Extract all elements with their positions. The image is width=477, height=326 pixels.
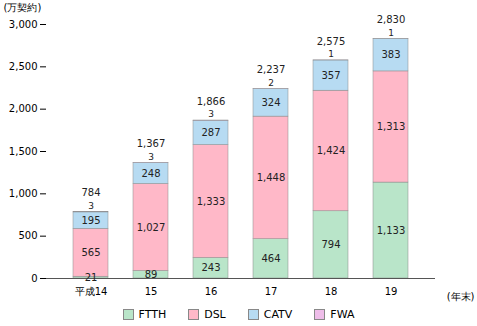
svg-text:357: 357 bbox=[321, 70, 340, 81]
svg-text:3: 3 bbox=[88, 201, 94, 211]
svg-text:794: 794 bbox=[321, 239, 340, 250]
html-text:FWA: FWA bbox=[330, 307, 355, 321]
svg-text:(年末): (年末) bbox=[447, 291, 475, 302]
svg-text:1,424: 1,424 bbox=[317, 145, 346, 156]
svg-text:1,367: 1,367 bbox=[137, 138, 166, 149]
svg-text:1,500: 1,500 bbox=[9, 146, 38, 157]
svg-text:464: 464 bbox=[261, 253, 280, 264]
svg-text:243: 243 bbox=[201, 262, 220, 273]
svg-text:1,313: 1,313 bbox=[377, 121, 406, 132]
svg-text:500: 500 bbox=[18, 230, 37, 241]
svg-text:3: 3 bbox=[208, 109, 214, 119]
svg-text:15: 15 bbox=[145, 286, 158, 297]
svg-text:16: 16 bbox=[205, 286, 218, 297]
svg-text:17: 17 bbox=[265, 286, 278, 297]
html-text:FTTH: FTTH bbox=[138, 307, 167, 321]
html-text:DSL: DSL bbox=[204, 307, 226, 321]
svg-text:565: 565 bbox=[81, 247, 100, 258]
svg-text:195: 195 bbox=[81, 215, 100, 226]
svg-text:(万契約): (万契約) bbox=[4, 2, 42, 13]
svg-text:2,000: 2,000 bbox=[9, 103, 38, 114]
svg-text:2,830: 2,830 bbox=[377, 14, 406, 25]
svg-text:1,133: 1,133 bbox=[377, 225, 406, 236]
svg-text:1: 1 bbox=[388, 28, 394, 38]
svg-text:2,575: 2,575 bbox=[317, 36, 346, 47]
svg-text:1,000: 1,000 bbox=[9, 188, 38, 199]
svg-text:1,027: 1,027 bbox=[137, 222, 166, 233]
svg-text:1,333: 1,333 bbox=[197, 196, 226, 207]
svg-text:784: 784 bbox=[81, 187, 100, 198]
svg-text:1,448: 1,448 bbox=[257, 172, 286, 183]
svg-text:0: 0 bbox=[31, 273, 37, 284]
svg-text:248: 248 bbox=[141, 168, 160, 179]
svg-text:1,866: 1,866 bbox=[197, 96, 226, 107]
svg-text:21: 21 bbox=[85, 272, 98, 283]
svg-text:2: 2 bbox=[268, 78, 274, 88]
html-text:CATV: CATV bbox=[263, 307, 293, 321]
svg-text:287: 287 bbox=[201, 127, 220, 138]
svg-text:1: 1 bbox=[328, 49, 334, 59]
svg-text:3: 3 bbox=[148, 152, 154, 162]
svg-text:3,000: 3,000 bbox=[9, 19, 38, 30]
svg-text:324: 324 bbox=[261, 97, 280, 108]
svg-text:19: 19 bbox=[385, 286, 398, 297]
svg-text:2,237: 2,237 bbox=[257, 64, 286, 75]
svg-text:平成14: 平成14 bbox=[75, 286, 108, 297]
svg-text:2,500: 2,500 bbox=[9, 61, 38, 72]
svg-text:383: 383 bbox=[381, 49, 400, 60]
svg-text:89: 89 bbox=[145, 269, 158, 280]
svg-text:18: 18 bbox=[325, 286, 338, 297]
